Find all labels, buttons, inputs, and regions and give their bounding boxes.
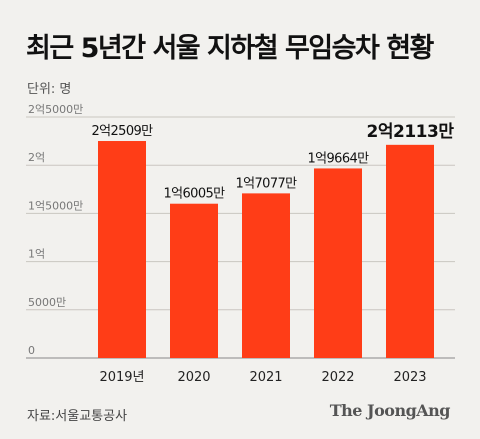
bar	[386, 144, 434, 358]
bar	[314, 168, 362, 358]
x-tick-label: 2022	[321, 370, 354, 385]
data-label: 1억6005만	[163, 187, 225, 202]
y-tick-label: 2억5000만	[28, 103, 83, 116]
y-tick-label: 1억5000만	[28, 199, 83, 212]
bar	[242, 193, 290, 358]
source-label: 자료:서울교통공사	[27, 409, 128, 424]
y-tick-label: 2억	[28, 151, 45, 164]
bar-chart: 0 5000만 1억 1억5000만 2억 2억5000만 2억2509만 2019년 1억60…	[26, 103, 455, 385]
x-tick-label: 2023	[393, 370, 426, 385]
x-tick-label: 2021	[249, 370, 282, 385]
bar	[98, 141, 146, 358]
data-label: 1억7077만	[235, 176, 297, 191]
y-tick-label: 1억	[28, 248, 45, 261]
x-tick-label: 2019년	[99, 370, 144, 385]
data-label: 2억2509만	[91, 124, 153, 139]
data-label: 2억2113만	[367, 122, 455, 142]
x-tick-label: 2020	[177, 370, 210, 385]
chart-title: 최근 5년간 서울 지하철 무임승차 현황	[26, 33, 434, 64]
publisher-logo: The JoongAng	[329, 401, 451, 420]
bar	[170, 203, 218, 358]
y-tick-label: 0	[28, 344, 35, 357]
data-label: 1억9664만	[307, 151, 369, 166]
unit-label: 단위: 명	[27, 82, 72, 97]
y-tick-label: 5000만	[28, 296, 66, 309]
